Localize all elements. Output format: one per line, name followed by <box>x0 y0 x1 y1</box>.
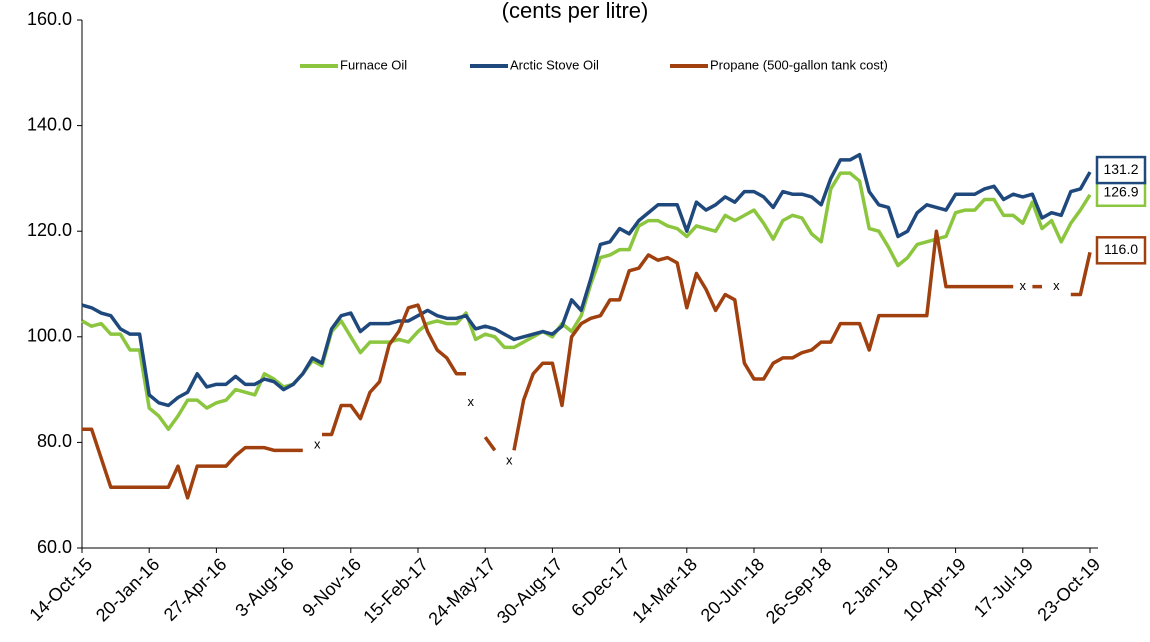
value-label-box <box>1095 236 1147 265</box>
x-tick-label: 30-Aug-17 <box>493 554 567 628</box>
x-tick-label: 23-Oct-19 <box>1033 554 1104 625</box>
x-tick-label: 27-Apr-16 <box>160 554 231 625</box>
value-label-box <box>1095 155 1147 185</box>
x-tick-label: 24-May-17 <box>424 554 499 629</box>
x-tick-label: 20-Jan-16 <box>92 554 163 625</box>
x-tick-label: 17-Jul-19 <box>970 554 1037 621</box>
value-label: 126.9 <box>1103 183 1138 199</box>
annotation: x <box>506 452 513 467</box>
y-tick-label: 160.0 <box>27 9 72 29</box>
line-series <box>322 303 466 437</box>
y-tick-label: 140.0 <box>27 114 72 134</box>
x-tick-label: 14-Oct-15 <box>25 554 96 625</box>
x-tick-label: 15-Feb-17 <box>359 554 432 627</box>
annotation: x <box>468 394 475 409</box>
annotation: x <box>1053 278 1060 293</box>
y-tick-label: 120.0 <box>27 220 72 240</box>
legend-label: Propane (500-gallon tank cost) <box>710 57 888 72</box>
x-tick-label: 10-Apr-19 <box>899 554 970 625</box>
value-label: 116.0 <box>1104 241 1138 257</box>
x-tick-label: 6-Dec-17 <box>567 554 633 620</box>
y-tick-label: 80.0 <box>37 431 72 451</box>
line-series <box>1070 251 1092 297</box>
legend-label: Arctic Stove Oil <box>510 57 599 72</box>
legend-label: Furnace Oil <box>340 57 407 72</box>
x-tick-label: 20-Jun-18 <box>697 554 768 625</box>
value-label: 131.2 <box>1103 161 1138 177</box>
x-tick-label: 26-Sep-18 <box>762 554 836 628</box>
annotation: x <box>314 436 321 451</box>
x-tick-label: 2-Jan-19 <box>838 554 902 618</box>
x-tick-label: 14-Mar-18 <box>628 554 701 627</box>
line-series <box>81 171 1092 431</box>
chart-subtitle: (cents per litre) <box>502 0 649 23</box>
line-series <box>483 436 497 452</box>
annotation: x <box>1020 278 1027 293</box>
x-tick-label: 3-Aug-16 <box>231 554 298 621</box>
line-series <box>82 427 303 500</box>
line-series <box>81 152 1092 408</box>
y-tick-label: 60.0 <box>37 537 72 557</box>
x-tick-label: 9-Nov-16 <box>298 554 364 620</box>
line-series <box>512 229 1014 451</box>
y-tick-label: 100.0 <box>27 326 72 346</box>
